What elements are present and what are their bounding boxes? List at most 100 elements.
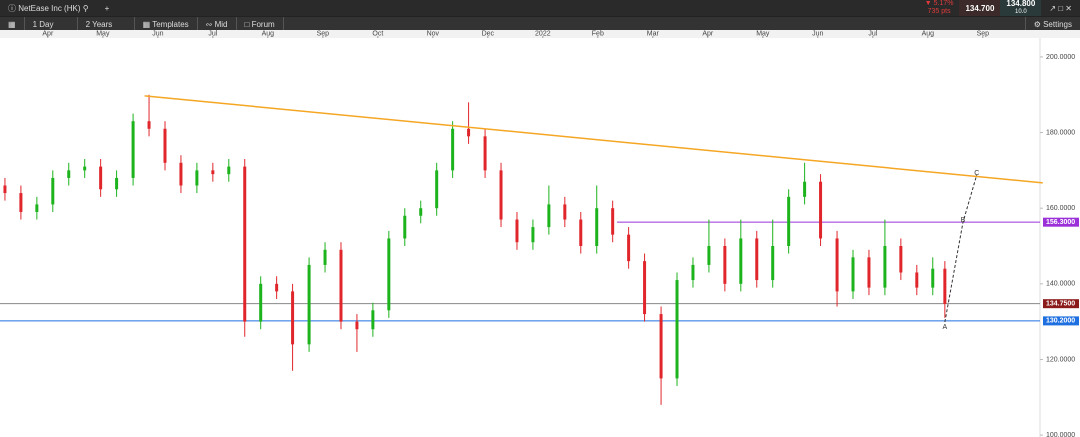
x-tick-label: Aug [262,30,275,37]
add-tab[interactable]: + [104,3,110,13]
candle-body [211,170,215,175]
templates-label: Templates [152,19,189,29]
x-tick-label: Jun [812,30,823,37]
candle-body [115,177,119,190]
projection-label: C [974,170,979,177]
candle-body [147,121,151,129]
instrument[interactable]: ⓘ NetEase Inc (HK) ⚲ [8,3,89,13]
x-tick-label: Jul [868,30,877,37]
x-tick-label: Sep [977,30,990,37]
y-tick-label: 200.0000 [1046,54,1075,61]
candle-body [579,219,583,247]
candle-body [563,204,567,220]
candle-body [723,246,727,284]
x-tick-label: Dec [482,30,495,37]
candle-body [851,257,855,292]
y-tick-label: 160.0000 [1046,205,1075,212]
candle-body [675,280,679,379]
level-label: 156.3000 [1046,219,1075,226]
candle-body [339,249,343,322]
level-label: 134.7500 [1046,301,1075,308]
candle-body [943,268,947,304]
price-mode[interactable]: ∾ Mid [205,19,228,29]
buy-price[interactable]: 134.800 10.0 [1000,0,1042,16]
title-bar: ⓘ NetEase Inc (HK) ⚲ + ▼ 5.17% 735 pts 1… [0,0,1080,16]
candle-body [99,166,103,190]
x-tick-label: Apr [42,30,54,37]
candle-body [163,128,167,163]
candle-body [499,170,503,220]
sell-price[interactable]: 134.700 [959,0,1001,16]
candle-body [403,215,407,239]
candle-body [3,185,7,194]
x-tick-label: 2022 [535,30,551,37]
candle-body [467,128,471,137]
x-tick-label: May [96,30,110,37]
candle-body [627,234,631,262]
candle-body [451,128,455,171]
candle-body [755,238,759,281]
x-tick-label: Mar [647,30,660,37]
change-pct: ▼ 5.17% [924,0,954,7]
y-tick-label: 100.0000 [1046,432,1075,437]
candle-body [83,166,87,171]
level-label-box [1043,316,1079,326]
candle-body [259,283,263,322]
candle-body [131,121,135,178]
projection-label: B [961,217,966,224]
candle-body [899,246,903,273]
price-mode-label: Mid [214,19,228,29]
x-tick-label: Aug [922,30,935,37]
sell: 134.700 [965,3,995,13]
change: ▼ 5.17% 735 pts [919,0,960,16]
y-tick-label: 120.0000 [1046,356,1075,363]
y-tick-label: 140.0000 [1046,281,1075,288]
candle-body [387,238,391,311]
candle-body [883,246,887,288]
candle-body [19,193,23,212]
candle-body [483,136,487,171]
buy: 134.800 [1006,0,1036,8]
interval[interactable]: 1 Day [32,19,54,29]
settings[interactable]: ⚙ Settings [1033,19,1072,29]
candle-body [739,238,743,284]
candle-body [323,249,327,265]
forum-label: Forum [251,19,275,29]
forum[interactable]: □ Forum [244,19,275,29]
candle-body [867,257,871,288]
projection-path [944,174,978,323]
chart-toolbar: ▦ 1 Day 2 Years ▦ Templates ∾ Mid □ Foru… [0,16,1080,31]
candle-body [595,208,599,247]
candle-body [179,162,183,186]
x-tick-label: May [756,30,770,37]
candle-body [291,291,295,345]
layout-icon[interactable]: ▦ [8,19,16,29]
settings-label: Settings [1043,19,1072,29]
spread: 10.0 [1015,9,1027,15]
window-icons[interactable]: ↗ □ ✕ [1049,3,1072,13]
candle-body [803,181,807,197]
candle-body [355,321,359,330]
candle-body [51,177,55,205]
x-tick-label: Oct [372,30,383,37]
templates[interactable]: ▦ Templates [142,19,189,29]
change-pts: 735 pts [927,8,951,15]
candle-body [515,219,519,243]
x-tick-label: Jun [152,30,163,37]
candle-body [659,314,663,379]
candle-body [371,310,375,330]
candle-body [227,166,231,175]
x-tick-label: Feb [592,30,604,37]
time-axis-band [0,30,1080,38]
candle-body [307,264,311,345]
x-tick-label: Sep [317,30,330,37]
range[interactable]: 2 Years [85,19,113,29]
level-label-box [1043,217,1079,227]
candle-body [643,261,647,315]
x-tick-label: Nov [427,30,440,37]
level-label-box [1043,299,1079,309]
x-tick-label: Jul [208,30,217,37]
candle-body [707,246,711,265]
candle-body [819,181,823,239]
